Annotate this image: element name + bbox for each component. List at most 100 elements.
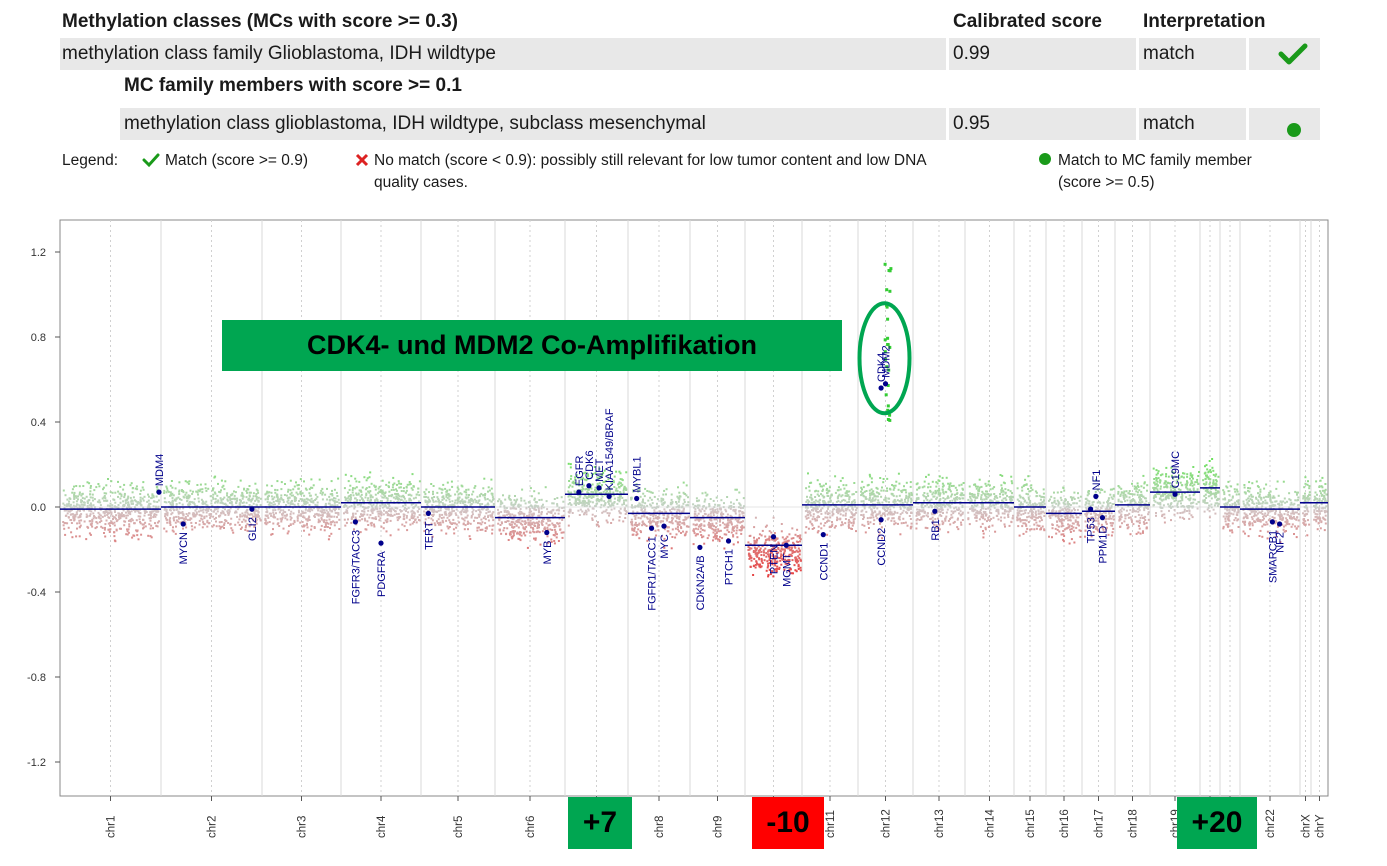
gene-marker-SMARCB1 [1270, 519, 1275, 524]
dot-icon [1286, 117, 1302, 149]
gene-marker-TP53 [1088, 507, 1093, 512]
gene-marker-KIAA1549/BRAF [607, 494, 612, 499]
gene-marker-MYC [661, 524, 666, 529]
member-name: methylation class glioblastoma, IDH wild… [124, 108, 706, 140]
gene-label-RB1: RB1 [930, 519, 942, 540]
gene-label-CCND1: CCND1 [818, 543, 830, 581]
gene-label-PDGFRA: PDGFRA [376, 550, 388, 597]
gene-label-NF1: NF1 [1091, 470, 1103, 491]
members-header: MC family members with score >= 0.1 [124, 70, 462, 102]
legend-label: Legend: [62, 150, 118, 172]
amplification-banner: CDK4- und MDM2 Co-Amplifikation [222, 320, 842, 371]
legend-check-icon [142, 152, 160, 175]
gene-marker-MET [596, 485, 601, 490]
classes-header: Methylation classes (MCs with score >= 0… [62, 6, 458, 38]
gene-marker-RB1 [932, 509, 937, 514]
gene-marker-CDK6 [586, 483, 591, 488]
members-header-row: MC family members with score >= 0.1 [60, 70, 1320, 102]
xtick-label-chr8: chr8 [654, 816, 666, 838]
legend-cross-icon [354, 152, 370, 175]
gene-marker-PPM1D [1100, 515, 1105, 520]
gene-label-GLI2: GLI2 [247, 517, 259, 541]
gene-label-TERT: TERT [423, 521, 435, 550]
gene-marker-NF1 [1093, 494, 1098, 499]
legend-nomatch-2: quality cases. [374, 172, 468, 194]
gene-label-TP53: TP53 [1086, 517, 1098, 543]
xtick-label-chrX: chrX [1301, 814, 1313, 838]
xtick-label-chr4: chr4 [376, 815, 388, 838]
gene-marker-MDM2 [883, 381, 888, 386]
gene-label-FGFR1/TACC1: FGFR1/TACC1 [647, 536, 659, 610]
legend-member-1: Match to MC family member [1058, 150, 1252, 172]
gene-label-MYCN: MYCN [178, 532, 190, 564]
gene-marker-GLI2 [249, 507, 254, 512]
chr7-gain-label: +7 [568, 797, 632, 849]
ytick-label: 1.2 [31, 247, 46, 259]
gene-label-CDKN2A/B: CDKN2A/B [695, 555, 707, 610]
xtick-label-chr11: chr11 [825, 810, 837, 838]
gene-label-MYC: MYC [659, 534, 671, 559]
gene-label-MDM4: MDM4 [154, 454, 166, 486]
gene-label-PTCH1: PTCH1 [724, 549, 736, 585]
xtick-label-chr17: chr17 [1094, 809, 1106, 838]
member-score: 0.95 [953, 108, 990, 140]
gene-marker-CDK4 [879, 385, 884, 390]
family-interpretation: match [1143, 38, 1195, 70]
gene-label-MYB: MYB [542, 541, 554, 565]
xtick-label-chr15: chr15 [1025, 809, 1037, 838]
gene-label-PPM1D: PPM1D [1097, 526, 1109, 564]
xtick-label-chr1: chr1 [106, 816, 118, 838]
table-header-row: Methylation classes (MCs with score >= 0… [60, 6, 1320, 38]
family-name: methylation class family Glioblastoma, I… [62, 38, 496, 70]
legend-dot-icon [1038, 151, 1052, 173]
gene-marker-PTCH1 [726, 538, 731, 543]
gene-marker-CCND1 [821, 532, 826, 537]
gene-label-MDM2: MDM2 [881, 345, 893, 377]
xtick-label-chr14: chr14 [985, 809, 997, 838]
gene-marker-PDGFRA [378, 541, 383, 546]
ytick-label: -0.8 [27, 672, 46, 684]
xtick-label-chr9: chr9 [713, 816, 725, 838]
xtick-label-chr18: chr18 [1128, 809, 1140, 838]
ytick-label: 0.8 [31, 332, 46, 344]
score-header: Calibrated score [953, 6, 1102, 38]
xtick-label-chr3: chr3 [297, 816, 309, 838]
xtick-label-chrY: chrY [1315, 814, 1327, 838]
methylation-class-table: Methylation classes (MCs with score >= 0… [60, 6, 1320, 140]
ytick-label: 0.0 [31, 502, 46, 514]
member-interpretation: match [1143, 108, 1195, 140]
gene-marker-C19MC [1172, 492, 1177, 497]
ytick-label: -0.4 [27, 587, 46, 599]
chr20-gain-label: +20 [1177, 797, 1257, 849]
xtick-label-chr22: chr22 [1265, 809, 1277, 838]
gene-label-MYBL1: MYBL1 [632, 456, 644, 492]
gene-marker-TERT [426, 511, 431, 516]
ytick-label: -1.2 [27, 757, 46, 769]
gene-label-PTEN: PTEN [769, 545, 781, 574]
gene-label-FGFR3/TACC3: FGFR3/TACC3 [350, 530, 362, 604]
interpretation-header: Interpretation [1143, 6, 1265, 38]
xtick-label-chr12: chr12 [881, 809, 893, 838]
chr10-loss-label: -10 [752, 797, 824, 849]
gene-marker-MYCN [181, 521, 186, 526]
gene-marker-CDKN2A/B [697, 545, 702, 550]
member-row: methylation class glioblastoma, IDH wild… [60, 108, 1320, 140]
legend-match: Match (score >= 0.9) [165, 150, 308, 172]
family-row: methylation class family Glioblastoma, I… [60, 38, 1320, 70]
gene-label-CCND2: CCND2 [876, 528, 888, 566]
gene-marker-CCND2 [879, 517, 884, 522]
legend-nomatch-1: No match (score < 0.9): possibly still r… [374, 150, 927, 172]
gene-label-KIAA1549/BRAF: KIAA1549/BRAF [604, 408, 616, 490]
gene-label-MGMT: MGMT [781, 553, 793, 587]
gene-marker-EGFR [576, 490, 581, 495]
gene-marker-MDM4 [156, 490, 161, 495]
xtick-label-chr6: chr6 [525, 816, 537, 838]
gene-marker-MGMT [784, 543, 789, 548]
gene-label-C19MC: C19MC [1170, 451, 1182, 488]
xtick-label-chr2: chr2 [207, 816, 219, 838]
family-score: 0.99 [953, 38, 990, 70]
gene-marker-MYBL1 [634, 496, 639, 501]
gene-marker-NF2 [1277, 521, 1282, 526]
xtick-label-chr5: chr5 [453, 816, 465, 838]
